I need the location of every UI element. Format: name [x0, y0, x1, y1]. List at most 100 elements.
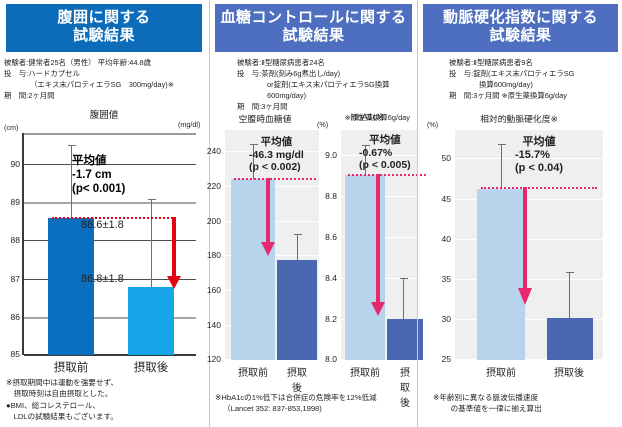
panel-1-footnotes: ※摂取期間中は運動を強要せず、 摂取時刻は自由摂取とした。 ●BMI、総コレステ…: [6, 377, 118, 422]
reference-dotted-line: [52, 217, 176, 220]
bar-after: [547, 318, 593, 360]
chart-4-unit: (%): [427, 120, 439, 129]
gridline-40: [455, 238, 603, 240]
panel-1-meta-line4: 期 間:2ヶ月間: [4, 90, 55, 100]
ytick-8.2: 8.2: [325, 313, 337, 324]
decline-arrow-shaft: [376, 174, 380, 304]
panel-1-header-line1: 腹囲に関する: [57, 9, 151, 26]
ytick-40: 40: [441, 233, 451, 244]
gridline-86: [24, 316, 196, 319]
gridline-87: [24, 278, 196, 280]
ytick-8.8: 8.8: [325, 190, 337, 201]
chart-2-container: 空腹時血糖値 (mg/dl): [178, 114, 319, 394]
chart-4-annotation: 平均値 -15.7% (p < 0.04): [515, 136, 563, 176]
panel-1-meta-line1: 被験者:健常者25名（男性） 平均年齢:44.8歳: [4, 57, 152, 67]
error-bar-2: [147, 199, 156, 338]
chart-1-plot: 平均値 -1.7 cm (p< 0.001) 88.6±1.8 86.8±1.8…: [11, 133, 196, 374]
panel-1-footnote-2: 摂取時刻は自由摂取とした。: [6, 389, 113, 398]
panel-2-footnote-1: ※HbA1cの1%低下は合併症の危険率を12%低減: [215, 393, 377, 402]
chart-2-plot: 平均値 -46.3 mg/dl (p < 0.002) 240 220 200 …: [207, 130, 319, 394]
panel-2-header: 血糖コントロールに関する 試験結果: [215, 4, 412, 52]
chart-3-title: HbA1c※: [350, 112, 385, 122]
chart-3-unit: (%): [317, 120, 329, 129]
panel-2-charts: 空腹時血糖値 (mg/dl): [178, 112, 426, 409]
panel-blood-glucose: 血糖コントロールに関する 試験結果 被験者:Ⅱ型糖尿病患者24名 投 与:茶剤(…: [178, 0, 426, 427]
error-bar-2: [293, 234, 302, 262]
panel-2-header-line2: 試験結果: [282, 27, 345, 45]
gridline-88: [24, 240, 196, 242]
ytick-87: 87: [10, 273, 20, 284]
ytick-120: 120: [206, 354, 221, 364]
decline-arrow-head: [167, 276, 181, 290]
panel-3-header: 動脈硬化指数に関する 試験結果: [423, 4, 618, 52]
panel-1-footnote-4: LDLの試験結果もございます。: [6, 412, 118, 421]
chart-3-annot-line1: 平均値: [369, 134, 401, 146]
chart-3-annot-line2: -0.67%: [359, 146, 393, 159]
ytick-160: 160: [206, 285, 221, 296]
reference-dotted-line: [348, 174, 426, 176]
panel-2-footnotes: ※HbA1cの1%低下は合併症の危険率を12%低減 （Lancet 352: 8…: [215, 392, 377, 414]
panel-1-meta-line3: （エキス末パロティエラSG 300mg/day)※: [30, 79, 174, 89]
ytick-45: 45: [441, 193, 451, 204]
chart-1-unit: (cm): [4, 123, 19, 133]
panel-3-meta-line4: 期 間:3ヶ月間 ※原生薬換算6g/day: [449, 90, 567, 100]
error-bar-2: [565, 272, 574, 320]
gridline-45: [455, 198, 603, 200]
chart-2-annotation: 平均値 -46.3 mg/dl (p < 0.002): [249, 136, 304, 174]
panel-3-header-line2: 試験結果: [489, 27, 552, 45]
bar-before: [48, 218, 94, 356]
ytick-140: 140: [206, 320, 221, 331]
panel-3-charts: 相対的動脈硬化度※ (%) 平均値 -15.7% (p < 0.04) 50: [419, 114, 622, 379]
decline-arrow-shaft: [266, 178, 270, 244]
xlabel-after: 摂取後: [400, 368, 410, 409]
chart-1-annot-line2: -1.7 cm: [72, 168, 112, 181]
panel-2-meta-line3: or錠剤(エキス末パロティエラSG換算600mg/day): [267, 79, 390, 100]
ytick-50: 50: [441, 153, 451, 164]
gridline-240: [225, 150, 319, 152]
panel-2-meta-line5: ※原生薬換算6g/day: [344, 113, 410, 123]
panel-1-footnote-1: ※摂取期間中は運動を強要せず、: [6, 378, 119, 387]
reference-dotted-line: [481, 187, 597, 189]
panel-3-footnote-2: の基準値を一律に揃え算出: [443, 404, 542, 413]
gridline-90: [24, 163, 196, 165]
chart-1-annot-line1: 平均値: [72, 155, 107, 168]
axis-x: [24, 354, 196, 357]
value-label-after: 86.8±1.8: [81, 273, 124, 286]
panel-2-meta: 被験者:Ⅱ型糖尿病患者24名 投 与:茶剤(刻み6g煮出し/day) or錠剤(…: [237, 57, 416, 124]
panel-1-meta: 被験者:健常者25名（男性） 平均年齢:44.8歳 投 与:ハードカプセル （エ…: [4, 57, 208, 101]
gridline-89: [24, 201, 196, 204]
xlabel-before: 摂取前: [486, 368, 516, 379]
decline-arrow-head: [518, 288, 532, 305]
error-bar-1: [249, 144, 258, 186]
bar-after: [277, 260, 317, 360]
decline-arrow-shaft: [172, 217, 176, 280]
chart-2-annot-line1: 平均値: [260, 136, 293, 148]
panel-3-footnotes: ※年齢別に異なる脈波伝播速度 の基準値を一律に揃え算出: [433, 392, 542, 414]
panel-3-meta-line1: 被験者:Ⅱ型糖尿病患者9名: [449, 57, 533, 67]
ytick-88: 88: [10, 235, 20, 246]
ytick-8.0: 8.0: [325, 354, 337, 364]
chart-4-annot-line3: (p < 0.04): [515, 162, 563, 175]
ytick-240: 240: [206, 145, 221, 156]
xlabel-before: 摂取前: [53, 362, 89, 375]
ytick-30: 30: [441, 314, 451, 325]
gridline-top: [24, 133, 196, 136]
chart-3-annotation: 平均値 -0.67% (p < 0.005): [359, 134, 411, 172]
panel-abdominal-circumference: 腹囲に関する 試験結果 被験者:健常者25名（男性） 平均年齢:44.8歳 投 …: [0, 0, 208, 427]
panel-1-header: 腹囲に関する 試験結果: [6, 4, 202, 52]
chart-4-annot-line2: -15.7%: [515, 149, 550, 162]
ytick-8.6: 8.6: [325, 231, 337, 242]
error-bar-1: [497, 144, 506, 190]
xlabel-before: 摂取前: [238, 368, 268, 379]
chart-2-unit: (mg/dl): [178, 120, 201, 129]
panel-3-header-line1: 動脈硬化指数に関する: [442, 9, 598, 26]
chart-4-title: 相対的動脈硬化度※: [480, 114, 558, 124]
panel-3-meta: 被験者:Ⅱ型糖尿病患者9名 投 与:錠剤(エキス末パロティエラSG 換算600m…: [449, 57, 622, 101]
xlabel-after: 摂取後: [554, 368, 584, 379]
chart-2-annot-line3: (p < 0.002): [249, 161, 301, 174]
ytick-89: 89: [10, 196, 20, 207]
gridline-30: [455, 319, 603, 321]
panel-arteriosclerosis: 動脈硬化指数に関する 試験結果 被験者:Ⅱ型糖尿病患者9名 投 与:錠剤(エキス…: [419, 0, 622, 427]
ytick-25: 25: [441, 354, 451, 364]
chart-1-annot-line3: (p< 0.001): [72, 182, 126, 195]
